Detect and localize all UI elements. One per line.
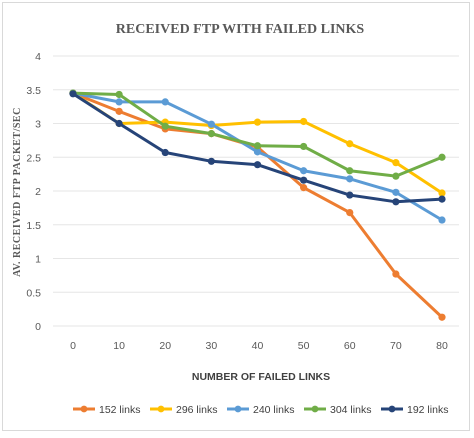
legend-item: 296 links	[150, 404, 217, 416]
data-point	[300, 142, 308, 151]
data-point	[115, 98, 123, 106]
series-240-links	[69, 89, 446, 224]
series-lines	[69, 89, 446, 321]
data-point	[115, 90, 123, 99]
legend: 152 links 296 links 240 links 304 links 192 …	[73, 404, 448, 416]
legend-label: 240 links	[253, 404, 294, 416]
legend-label: 304 links	[330, 404, 371, 416]
data-point	[438, 189, 446, 197]
y-tick-label: 3.5	[26, 85, 41, 97]
x-tick-label: 0	[70, 340, 76, 352]
legend-marker	[388, 405, 396, 413]
data-point	[207, 130, 215, 138]
x-tick-label: 80	[436, 340, 448, 352]
legend-marker	[311, 405, 319, 413]
data-point	[392, 159, 400, 167]
legend-marker	[234, 405, 242, 413]
legend-label: 152 links	[99, 404, 140, 416]
x-tick-label: 60	[344, 340, 356, 352]
x-tick-label: 40	[252, 340, 264, 352]
legend-label: 192 links	[407, 404, 448, 416]
data-point	[438, 313, 446, 321]
x-tick-label: 70	[390, 340, 402, 352]
data-point	[69, 90, 77, 98]
data-point	[300, 117, 308, 126]
data-point	[300, 167, 308, 175]
y-tick-label: 2	[35, 186, 41, 198]
data-point	[346, 191, 354, 199]
x-tick-label: 50	[298, 340, 310, 352]
data-point	[346, 167, 354, 175]
y-tick-label: 0	[35, 321, 41, 333]
data-point	[207, 157, 215, 165]
legend-marker	[80, 405, 88, 413]
data-point	[161, 98, 169, 106]
data-point	[392, 198, 400, 206]
data-point	[115, 107, 123, 115]
legend-marker	[157, 405, 165, 413]
data-point	[253, 148, 262, 156]
data-point	[161, 122, 169, 130]
legend-label: 296 links	[176, 404, 217, 416]
data-point	[346, 209, 354, 217]
x-tick-label: 30	[206, 340, 218, 352]
y-tick-label: 1.5	[26, 220, 41, 232]
x-tick-label: 20	[159, 340, 171, 352]
data-point	[300, 184, 308, 192]
series-line	[71, 91, 444, 319]
data-point	[207, 120, 215, 128]
data-point	[346, 175, 354, 183]
data-point	[346, 140, 354, 148]
legend-item: 192 links	[381, 404, 448, 416]
y-tick-label: 0.5	[26, 287, 41, 299]
x-tick-label: 10	[113, 340, 125, 352]
data-point	[253, 142, 262, 150]
data-point	[253, 161, 262, 169]
data-point	[438, 216, 446, 224]
y-tick-label: 1	[35, 254, 41, 266]
legend-item: 304 links	[304, 404, 371, 416]
y-tick-labels: 0 0.5 1 1.5 2 2.5 3 3.5 4	[26, 51, 41, 333]
y-axis-label: AV. RECEIVED FTP PACKET/SEC	[12, 107, 23, 277]
y-tick-label: 3	[35, 119, 41, 131]
y-tick-label: 2.5	[26, 152, 41, 164]
data-point	[300, 176, 308, 184]
series-192-links	[69, 90, 446, 206]
data-point	[161, 148, 169, 157]
data-point	[438, 195, 446, 203]
data-point	[115, 119, 123, 128]
x-tick-labels: 0 10 20 30 40 50 60 70 80	[70, 340, 448, 352]
line-chart: RECEIVED FTP WITH FAILED LINKS AV. RECEI…	[12, 22, 459, 416]
legend-item: 240 links	[227, 404, 294, 416]
data-point	[438, 153, 446, 161]
x-axis-label: NUMBER OF FAILED LINKS	[192, 371, 330, 383]
data-point	[392, 270, 400, 278]
data-point	[253, 118, 262, 126]
legend-item: 152 links	[73, 404, 140, 416]
chart-title: RECEIVED FTP WITH FAILED LINKS	[116, 22, 365, 37]
data-point	[392, 188, 400, 196]
chart-frame: RECEIVED FTP WITH FAILED LINKS AV. RECEI…	[2, 2, 470, 431]
y-tick-label: 4	[35, 51, 41, 63]
data-point	[392, 172, 400, 180]
